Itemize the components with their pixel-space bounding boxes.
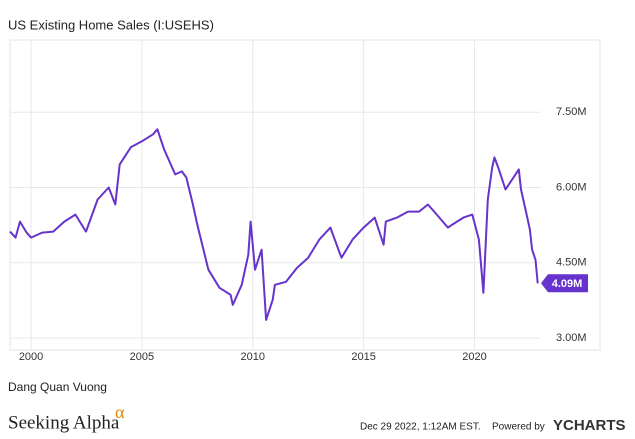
x-tick-label: 2020 xyxy=(462,351,486,363)
powered-by: Powered by xyxy=(492,422,545,433)
last-value-label: 4.09M xyxy=(552,278,583,290)
brand-symbol: α xyxy=(115,402,125,422)
y-tick-label: 7.50M xyxy=(556,106,587,118)
provider: YCHARTS xyxy=(553,417,626,434)
x-tick-label: 2005 xyxy=(130,351,154,363)
line xyxy=(9,128,539,321)
x-tick-label: 2015 xyxy=(351,351,375,363)
author: Dang Quan Vuong xyxy=(8,380,107,394)
brand: Seeking Alpha xyxy=(8,412,120,433)
y-tick-label: 6.00M xyxy=(556,181,587,193)
y-tick-label: 4.50M xyxy=(556,257,587,269)
timestamp: Dec 29 2022, 1:12AM EST. xyxy=(360,422,481,433)
x-tick-label: 2010 xyxy=(241,351,265,363)
y-tick-label: 3.00M xyxy=(556,332,587,344)
chart-title: US Existing Home Sales (I:USEHS) xyxy=(8,17,214,32)
plot-frame xyxy=(9,39,601,351)
x-tick-label: 2000 xyxy=(19,351,43,363)
last-value-box xyxy=(541,274,588,293)
